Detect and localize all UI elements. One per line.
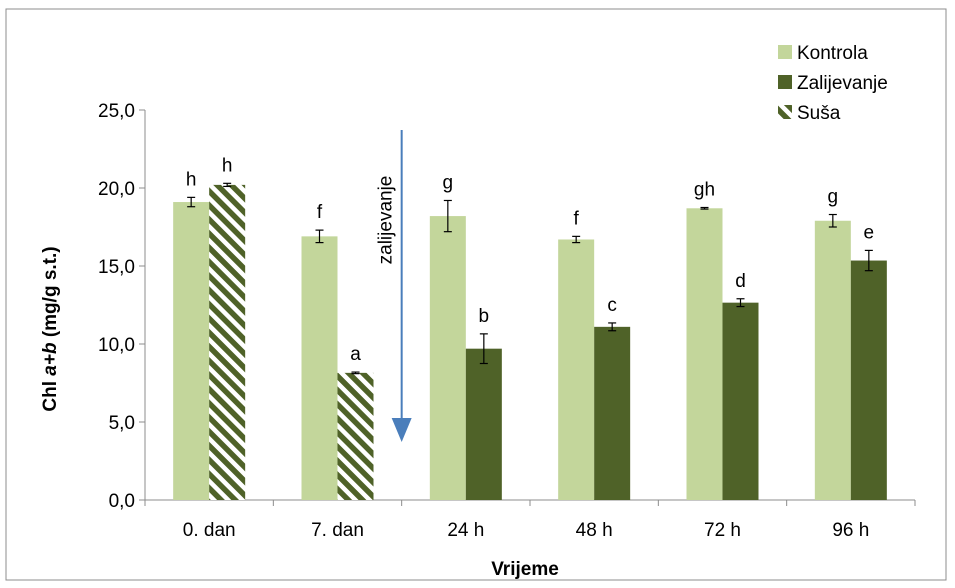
significance-label: f: [574, 208, 580, 229]
significance-label: h: [222, 155, 233, 176]
bar: [209, 184, 246, 500]
significance-label: g: [828, 187, 839, 208]
legend-label: Zalijevanje: [797, 73, 888, 94]
significance-label: a: [350, 344, 361, 365]
annotation-label: zalijevanje: [376, 176, 397, 265]
legend-swatch: [778, 75, 792, 89]
x-tick-label: 0. dan: [183, 520, 236, 541]
bar: [686, 208, 723, 500]
bar: [337, 372, 374, 500]
x-tick-label: 72 h: [704, 520, 741, 541]
bar: [558, 239, 595, 501]
legend-swatch: [778, 45, 792, 59]
y-tick-label: 0,0: [109, 491, 135, 512]
y-axis-title: Chl a+b (mg/g s.t.): [40, 246, 61, 411]
x-tick-label: 96 h: [832, 520, 869, 541]
x-tick-label: 24 h: [447, 520, 484, 541]
significance-label: f: [317, 202, 323, 223]
y-axis-title-prefix: Chl: [40, 376, 61, 412]
x-axis-title: Vrijeme: [491, 559, 559, 580]
bar: [850, 260, 887, 500]
significance-label: h: [186, 169, 197, 190]
y-tick-label: 25,0: [98, 101, 135, 122]
bar: [301, 236, 338, 501]
y-tick-label: 15,0: [98, 257, 135, 278]
bar: [722, 302, 759, 500]
y-tick-label: 20,0: [98, 179, 135, 200]
y-axis-title-emph: a+b: [40, 342, 61, 376]
y-tick-label: 10,0: [98, 335, 135, 356]
legend-label: Kontrola: [797, 43, 868, 64]
y-tick-label: 5,0: [109, 413, 135, 434]
significance-label: c: [607, 295, 617, 316]
legend: Kontrola Zalijevanje Suša: [778, 43, 888, 124]
bar: [173, 202, 210, 501]
significance-label: gh: [694, 180, 715, 201]
y-axis-title-suffix: (mg/g s.t.): [40, 246, 61, 342]
significance-label: e: [864, 222, 875, 243]
significance-label: d: [735, 271, 746, 292]
bar: [814, 220, 851, 500]
legend-label: Suša: [797, 103, 841, 124]
significance-label: g: [443, 172, 454, 193]
x-tick-label: 48 h: [576, 520, 613, 541]
x-tick-label: 7. dan: [311, 520, 364, 541]
legend-swatch: [778, 105, 792, 119]
bar: [594, 326, 631, 500]
annotation-arrow-head: [391, 418, 412, 442]
bar: [429, 216, 466, 500]
bar: [465, 348, 502, 500]
significance-label: b: [479, 306, 490, 327]
